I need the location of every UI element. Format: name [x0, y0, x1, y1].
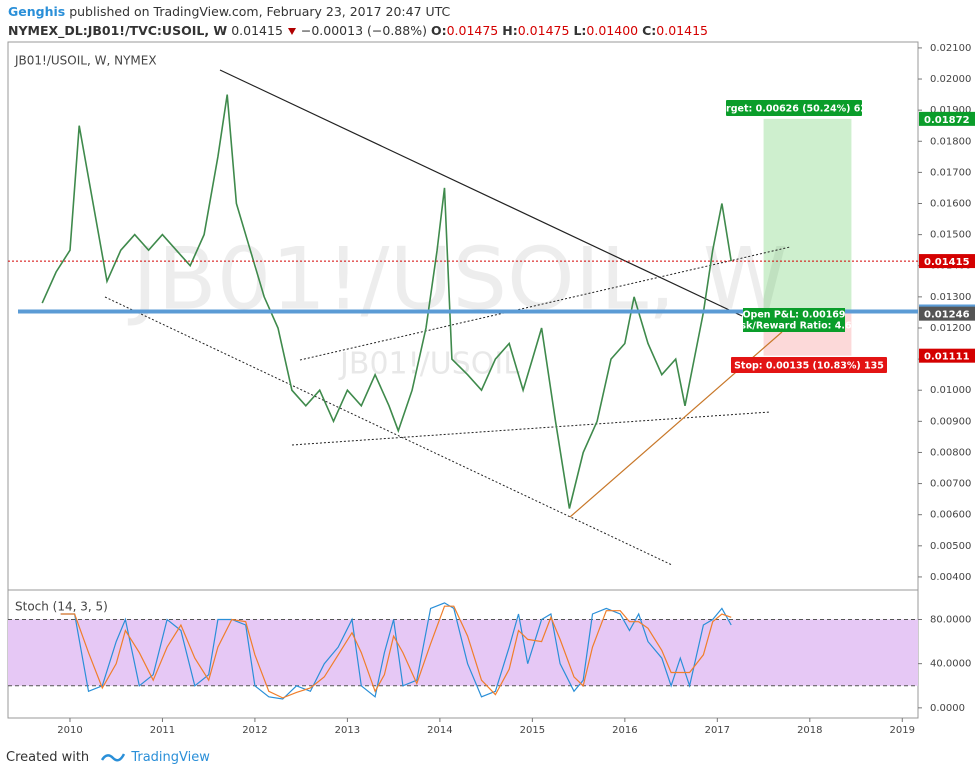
price-tag	[919, 348, 975, 363]
created: Created with	[6, 750, 90, 765]
trend-line	[219, 69, 743, 317]
x-tick-label: 2017	[705, 725, 730, 736]
ohlc-label: C:	[642, 23, 657, 38]
publish-line: Genghis published on TradingView.com, Fe…	[8, 2, 712, 21]
pane-title: Stoch (14, 3, 5)	[15, 600, 108, 614]
chart: JB01!/USOIL, W JB01!/USOIL 0.00400 0.00500…	[7, 41, 975, 736]
pane-title: JB01!/USOIL, W, NYMEX	[14, 54, 157, 68]
footer: Created with TradingView	[6, 747, 210, 765]
change: −0.00013 (−0.88%)	[300, 23, 427, 38]
stop-label-box	[731, 357, 887, 373]
x-tick-label: 2019	[890, 725, 915, 736]
x-tick-label: 2011	[150, 725, 175, 736]
x-tick-label: 2018	[797, 725, 822, 736]
logo	[101, 753, 126, 762]
ohlc-label: O:	[430, 23, 447, 38]
y-tick-label: 0.01200	[930, 323, 971, 334]
trend-line	[104, 296, 673, 566]
series-line	[41, 94, 732, 509]
ohlc-value: 0.01475	[517, 23, 570, 38]
x-tick-label: 2016	[612, 725, 637, 736]
symbol-line: NYMEX_DL:JB01!/TVC:USOIL, W 0.01415 −0.0…	[8, 21, 712, 40]
y-tick-label: 0.00900	[930, 416, 971, 427]
y-tick-label: 0.01900	[930, 105, 971, 116]
target-label-box	[726, 100, 862, 116]
price-tag-label: 0.01111	[924, 352, 970, 363]
y-tick-label: 80.0000	[930, 614, 971, 625]
y-tick-label: 0.01000	[930, 385, 971, 396]
price-tag	[919, 254, 975, 269]
y-tick-label: 0.01700	[930, 167, 971, 178]
y-tick-label: 0.00700	[930, 479, 971, 490]
rr-label: Risk/Reward Ratio: 4.64	[730, 321, 859, 332]
target-label: Target: 0.00626 (50.24%) 626	[714, 104, 874, 115]
ohlc-value: 0.01415	[656, 23, 708, 38]
brand[interactable]: TradingView	[131, 750, 210, 765]
y-tick-label: 0.00400	[930, 572, 971, 583]
watermark-small: JB01!/USOIL	[338, 347, 520, 382]
price-tag-label: 0.01872	[924, 115, 970, 126]
last: 0.01415	[231, 23, 283, 38]
y-tick-label: 0.01500	[930, 230, 971, 241]
x-tick-label: 2013	[335, 725, 360, 736]
y-tick-label: 0.02000	[930, 74, 971, 85]
y-tick-label: 0.02100	[930, 43, 971, 54]
ohlc-value: 0.01400	[586, 23, 639, 38]
y-tick-label: 0.01300	[930, 292, 971, 303]
x-tick-label: 2015	[520, 725, 545, 736]
x-tick-label: 2010	[57, 725, 82, 736]
pl-label: Open P&L: 0.00169	[742, 310, 845, 321]
y-tick-label: 0.00600	[930, 510, 971, 521]
y-tick-label: 0.01800	[930, 136, 971, 147]
watermark: JB01!/USOIL, W	[127, 229, 787, 329]
target-zone	[763, 118, 852, 312]
down-arrow	[287, 28, 296, 35]
y-tick-label: 40.0000	[930, 659, 971, 670]
published: published on TradingView.com, February 2…	[69, 4, 451, 19]
price-tag-label: 0.01246	[924, 310, 970, 321]
ohlc-label: H:	[502, 23, 518, 38]
price-tag-label: 0.01415	[924, 257, 970, 268]
band	[8, 619, 918, 686]
frame	[7, 41, 919, 719]
ohlc-value: 0.01475	[446, 23, 499, 38]
stop-label: Stop: 0.00135 (10.83%) 135	[734, 361, 884, 372]
ohlc: O:0.01475 H:0.01475 L:0.01400 C:0.01415	[431, 23, 712, 38]
author[interactable]: Genghis	[8, 4, 66, 19]
price-tag	[919, 111, 975, 126]
symbol: NYMEX_DL:JB01!/TVC:USOIL, W	[8, 23, 228, 38]
pl-box	[743, 308, 845, 332]
y-tick-label: 0.0000	[930, 703, 965, 714]
x-tick-label: 2014	[427, 725, 452, 736]
x-tick-label: 2012	[242, 725, 267, 736]
trend-line	[291, 411, 771, 446]
y-tick-label: 0.00800	[930, 447, 971, 458]
y-tick-label: 0.00500	[930, 541, 971, 552]
series-line	[60, 605, 732, 699]
header: Genghis published on TradingView.com, Fe…	[8, 2, 712, 40]
price-tag	[919, 306, 975, 321]
series-line	[60, 602, 732, 700]
ohlc-label: L:	[573, 23, 587, 38]
y-tick-label: 0.01600	[930, 199, 971, 210]
